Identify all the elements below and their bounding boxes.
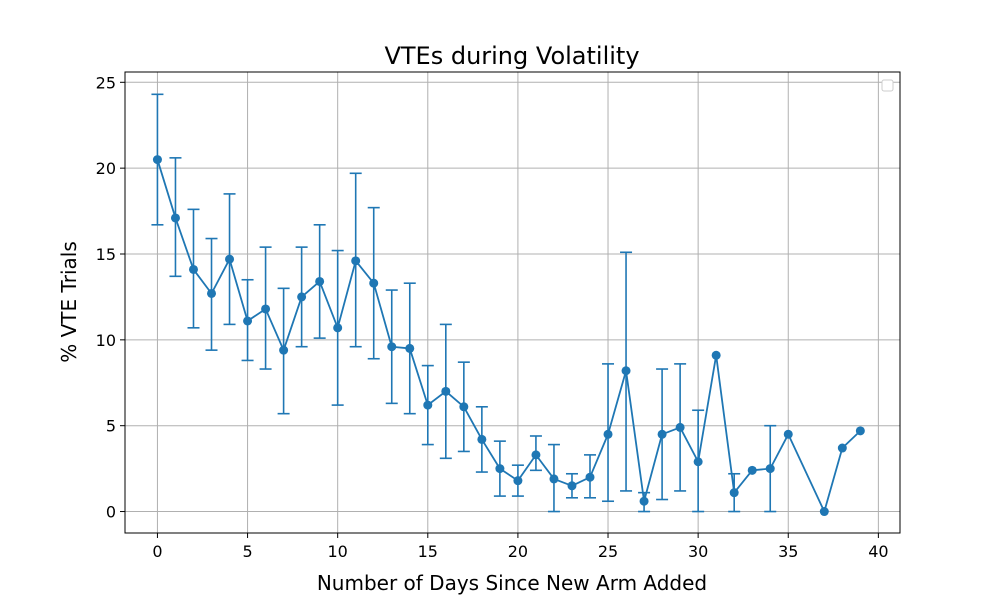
data-point — [603, 429, 613, 439]
data-point — [297, 292, 307, 302]
data-point — [459, 402, 469, 412]
data-point — [549, 474, 559, 484]
x-tick-label: 10 — [327, 542, 347, 561]
axis-ticks: 0 5 10 15 20 25 30 35 40 0 5 10 15 20 25 — [96, 73, 889, 561]
data-point — [513, 476, 523, 486]
data-point — [693, 457, 703, 467]
data-point — [351, 256, 361, 266]
data-point — [819, 507, 829, 517]
data-point — [405, 343, 415, 353]
data-point — [657, 429, 667, 439]
data-point — [783, 429, 793, 439]
data-point — [261, 304, 271, 314]
data-point — [369, 278, 379, 288]
data-point — [315, 276, 325, 286]
data-point — [188, 264, 198, 274]
y-axis-label: % VTE Trials — [57, 241, 81, 363]
data-point — [477, 434, 487, 444]
y-tick-label: 15 — [96, 245, 116, 264]
data-point — [243, 316, 253, 326]
data-point — [279, 345, 289, 355]
data-point — [207, 288, 217, 298]
data-point — [225, 254, 235, 264]
data-point — [387, 342, 397, 352]
data-point — [423, 400, 433, 410]
data-point — [675, 422, 685, 432]
data-point — [152, 155, 162, 165]
data-point — [585, 472, 595, 482]
x-tick-label: 35 — [778, 542, 798, 561]
data-point — [729, 488, 739, 498]
data-point — [765, 464, 775, 474]
x-tick-label: 0 — [152, 542, 162, 561]
x-tick-label: 25 — [598, 542, 618, 561]
data-point — [639, 496, 649, 506]
data-points — [152, 155, 865, 517]
y-tick-label: 0 — [106, 503, 116, 522]
x-tick-label: 15 — [418, 542, 438, 561]
data-point — [711, 350, 721, 360]
chart-title: VTEs during Volatility — [384, 42, 639, 70]
data-point — [567, 481, 577, 491]
x-tick-label: 5 — [242, 542, 252, 561]
y-tick-label: 20 — [96, 159, 116, 178]
x-tick-label: 30 — [688, 542, 708, 561]
data-point — [333, 323, 343, 333]
data-point — [747, 465, 757, 475]
x-tick-label: 40 — [868, 542, 888, 561]
data-point — [495, 464, 505, 474]
legend-box — [881, 79, 894, 92]
y-tick-label: 25 — [96, 73, 116, 92]
y-tick-label: 10 — [96, 331, 116, 350]
data-point — [531, 450, 541, 460]
data-point — [621, 366, 631, 376]
data-point — [837, 443, 847, 453]
data-point — [441, 386, 451, 396]
x-tick-label: 20 — [508, 542, 528, 561]
x-axis-label: Number of Days Since New Arm Added — [317, 571, 707, 595]
data-point — [855, 426, 865, 436]
y-tick-label: 5 — [106, 417, 116, 436]
plot-area-frame — [124, 71, 901, 534]
data-point — [170, 213, 180, 223]
